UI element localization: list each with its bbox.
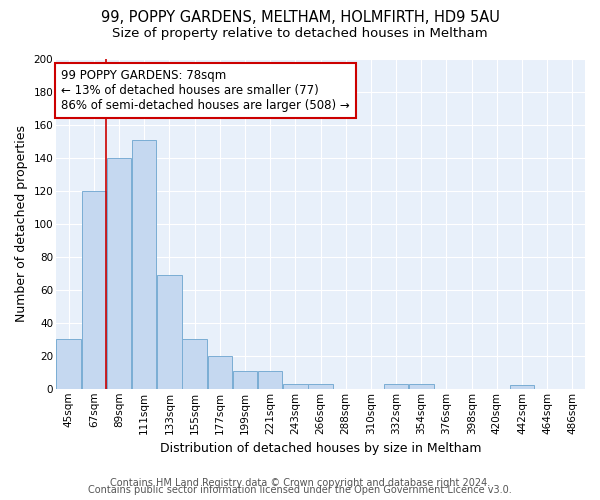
Bar [182, 340, 207, 389]
Bar [384, 384, 409, 389]
X-axis label: Distribution of detached houses by size in Meltham: Distribution of detached houses by size … [160, 442, 481, 455]
Bar [510, 386, 534, 389]
Bar [107, 158, 131, 389]
Bar [82, 191, 106, 389]
Bar [233, 370, 257, 389]
Bar [283, 384, 308, 389]
Bar [409, 384, 434, 389]
Text: 99 POPPY GARDENS: 78sqm
← 13% of detached houses are smaller (77)
86% of semi-de: 99 POPPY GARDENS: 78sqm ← 13% of detache… [61, 69, 350, 112]
Y-axis label: Number of detached properties: Number of detached properties [15, 126, 28, 322]
Bar [56, 340, 81, 389]
Bar [132, 140, 157, 389]
Text: 99, POPPY GARDENS, MELTHAM, HOLMFIRTH, HD9 5AU: 99, POPPY GARDENS, MELTHAM, HOLMFIRTH, H… [101, 10, 499, 25]
Bar [157, 275, 182, 389]
Bar [208, 356, 232, 389]
Bar [308, 384, 333, 389]
Text: Contains public sector information licensed under the Open Government Licence v3: Contains public sector information licen… [88, 485, 512, 495]
Text: Contains HM Land Registry data © Crown copyright and database right 2024.: Contains HM Land Registry data © Crown c… [110, 478, 490, 488]
Bar [258, 370, 283, 389]
Text: Size of property relative to detached houses in Meltham: Size of property relative to detached ho… [112, 28, 488, 40]
